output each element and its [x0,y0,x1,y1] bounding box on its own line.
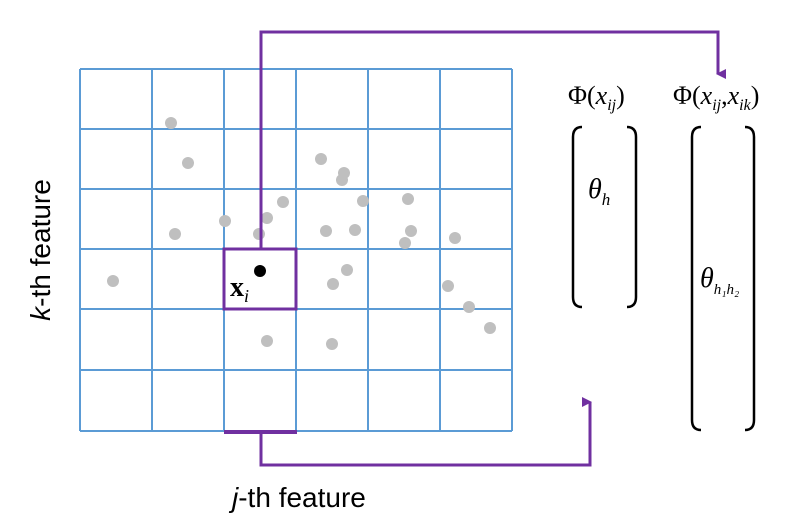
data-point [442,280,454,292]
data-point [405,225,417,237]
data-point [349,224,361,236]
phi-pair-label: Φ(xij,xik) [673,81,759,114]
bottom-arrow [259,397,592,467]
data-point [320,225,332,237]
data-point [261,212,273,224]
data-point [449,232,461,244]
data-point [402,193,414,205]
left-bracket [690,125,702,432]
data-point [357,195,369,207]
right-bracket [744,125,756,432]
data-point [165,117,177,129]
data-point [399,237,411,249]
left-bracket [571,125,583,309]
selected-point [254,265,266,277]
data-point [261,335,273,347]
data-point [341,264,353,276]
theta-h: θh [588,174,610,209]
data-point [484,322,496,334]
data-point [277,196,289,208]
data-point [219,215,231,227]
point-label: xi [230,272,249,306]
phi-single-label: Φ(xij) [568,81,625,114]
theta-h1h2: θh₁h₂ [700,263,739,298]
data-point [169,228,181,240]
data-point [327,278,339,290]
data-point [326,338,338,350]
data-points [107,117,496,350]
top-arrow [259,30,726,249]
y-axis-label: k-th feature [25,179,56,321]
data-point [315,153,327,165]
data-point [336,174,348,186]
right-bracket [626,125,638,309]
data-point [107,275,119,287]
data-point [253,228,265,240]
data-point [182,157,194,169]
data-point [463,301,475,313]
x-axis-label: j-th feature [228,482,366,513]
